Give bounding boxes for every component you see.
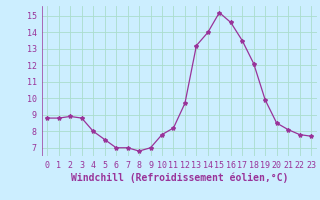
X-axis label: Windchill (Refroidissement éolien,°C): Windchill (Refroidissement éolien,°C): [70, 173, 288, 183]
